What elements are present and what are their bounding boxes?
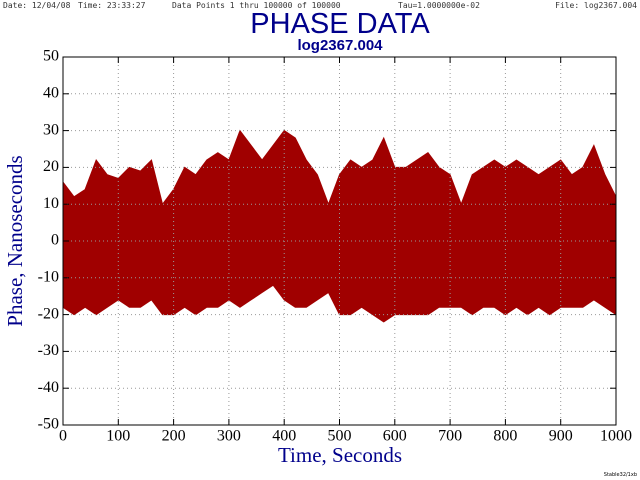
chart-subtitle: log2367.004 xyxy=(297,37,383,54)
y-tick-label: -50 xyxy=(38,416,59,433)
chart-title: PHASE DATA xyxy=(250,8,430,40)
x-tick-label: 0 xyxy=(59,428,67,445)
header-points: Data Points 1 thru 100000 of 100000 xyxy=(172,1,341,10)
x-tick-label: 200 xyxy=(162,428,186,445)
y-tick-label: -40 xyxy=(38,379,59,396)
x-tick-label: 300 xyxy=(217,428,241,445)
header-time: Time: 23:33:27 xyxy=(78,1,146,10)
y-tick-label: 10 xyxy=(43,195,59,212)
x-tick-label: 900 xyxy=(549,428,573,445)
x-axis-label: Time, Seconds xyxy=(278,443,402,467)
y-tick-label: 40 xyxy=(43,84,59,101)
y-tick-label: 30 xyxy=(43,121,59,138)
y-tick-label: 20 xyxy=(43,158,59,175)
y-axis-label: Phase, Nanoseconds xyxy=(3,155,27,326)
y-tick-label: 0 xyxy=(51,232,59,249)
x-tick-label: 700 xyxy=(438,428,462,445)
x-tick-label: 400 xyxy=(272,428,296,445)
y-tick-label: -20 xyxy=(38,305,59,322)
plot-frame xyxy=(62,56,617,426)
x-tick-label: 1000 xyxy=(600,428,632,445)
header-tau: Tau=1.0000000e-02 xyxy=(398,1,480,10)
y-tick-label: -30 xyxy=(38,342,59,359)
header-file: File: log2367.004 xyxy=(555,1,637,10)
x-tick-label: 100 xyxy=(106,428,130,445)
x-tick-label: 500 xyxy=(328,428,352,445)
header-date: Date: 12/04/08 xyxy=(3,1,71,10)
footer: Stable32/1xb xyxy=(604,472,637,478)
y-tick-label: 50 xyxy=(43,48,59,65)
x-tick-label: 800 xyxy=(493,428,517,445)
x-tick-label: 600 xyxy=(383,428,407,445)
y-tick-label: -10 xyxy=(38,268,59,285)
